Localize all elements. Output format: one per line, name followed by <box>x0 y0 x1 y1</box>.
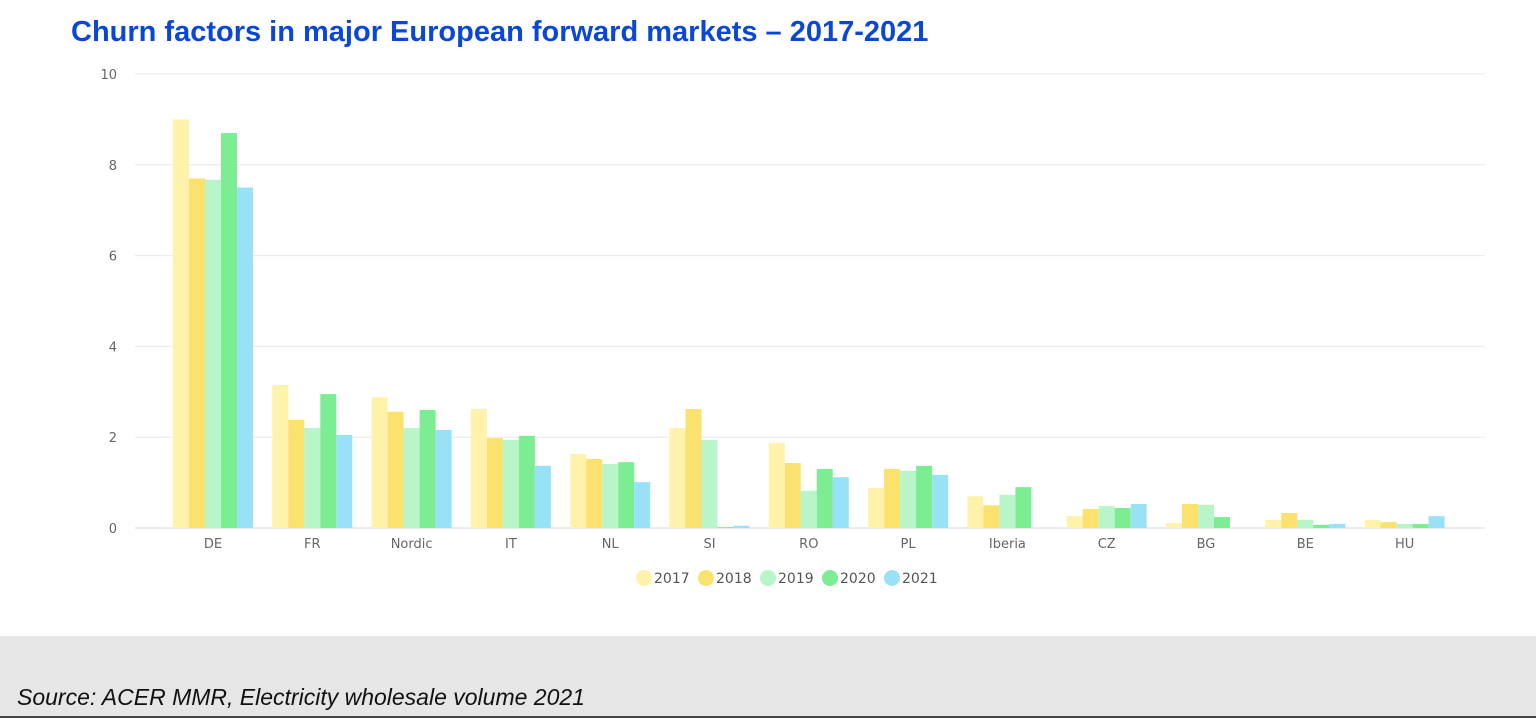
legend-marker-2020 <box>822 570 838 586</box>
bar-hu-2021 <box>1428 516 1445 528</box>
y-tick-label: 4 <box>109 340 117 355</box>
x-tick-label: PL <box>901 537 917 552</box>
bar-hu-2020 <box>1412 523 1429 528</box>
bar-it-2021 <box>534 465 551 528</box>
y-tick-label: 2 <box>109 431 117 446</box>
bar-be-2019 <box>1297 519 1314 528</box>
bar-it-2018 <box>486 438 503 528</box>
x-tick-label: RO <box>799 537 818 552</box>
bar-iberia-2017 <box>967 496 984 528</box>
y-tick-label: 8 <box>109 159 117 174</box>
bar-cz-2021 <box>1130 503 1147 528</box>
x-tick-label: SI <box>703 537 715 552</box>
bar-cz-2017 <box>1066 516 1083 528</box>
bar-be-2021 <box>1329 523 1346 528</box>
bar-fr-2018 <box>288 419 305 528</box>
legend-marker-2017 <box>636 570 652 586</box>
legend-marker-2019 <box>760 570 776 586</box>
bar-si-2019 <box>701 439 718 528</box>
y-tick-label: 0 <box>109 522 117 537</box>
bar-fr-2017 <box>272 384 289 528</box>
bar-it-2019 <box>502 439 519 528</box>
legend-label-2020: 2020 <box>840 571 876 587</box>
bar-bg-2018 <box>1182 503 1198 528</box>
bar-ro-2020 <box>816 468 833 528</box>
bar-fr-2019 <box>304 428 321 528</box>
x-tick-label: IT <box>505 537 517 552</box>
bar-de-2018 <box>189 178 205 529</box>
bar-bg-2019 <box>1198 504 1214 528</box>
bar-hu-2019 <box>1396 523 1413 528</box>
bar-cz-2018 <box>1082 508 1099 528</box>
bar-nl-2021 <box>634 482 651 528</box>
y-tick-label: 10 <box>100 68 117 83</box>
bar-it-2020 <box>518 435 535 528</box>
bar-iberia-2020 <box>1015 487 1032 528</box>
bar-be-2017 <box>1265 519 1282 528</box>
bar-nl-2020 <box>618 462 635 528</box>
bar-si-2017 <box>669 428 686 528</box>
bar-nordic-2020 <box>419 409 436 528</box>
footer-band: Source: ACER MMR, Electricity wholesale … <box>0 636 1536 718</box>
x-tick-label: Iberia <box>989 537 1026 552</box>
bar-nordic-2021 <box>435 429 452 528</box>
bar-si-2018 <box>685 409 702 528</box>
x-tick-label: HU <box>1395 537 1414 552</box>
legend-marker-2018 <box>698 570 714 586</box>
bar-bg-2017 <box>1166 523 1182 528</box>
bar-nl-2019 <box>602 463 619 528</box>
bar-nordic-2017 <box>371 397 388 528</box>
legend-marker-2021 <box>884 570 900 586</box>
bar-de-2017 <box>173 119 189 529</box>
bar-iberia-2019 <box>999 494 1016 528</box>
bar-be-2020 <box>1313 524 1330 528</box>
bar-si-2021 <box>733 525 750 528</box>
bar-fr-2020 <box>320 394 337 528</box>
bar-ro-2018 <box>784 463 801 528</box>
bar-bg-2020 <box>1214 517 1230 528</box>
legend-label-2018: 2018 <box>716 571 752 587</box>
x-tick-label: DE <box>204 537 222 552</box>
x-tick-label: Nordic <box>391 537 433 552</box>
bar-ro-2019 <box>800 490 817 528</box>
chart-title: Churn factors in major European forward … <box>71 16 929 48</box>
bar-cz-2019 <box>1098 506 1115 528</box>
y-tick-label: 6 <box>109 250 117 265</box>
bar-pl-2021 <box>932 474 949 528</box>
legend-label-2017: 2017 <box>654 571 690 587</box>
bar-ro-2017 <box>768 443 785 528</box>
x-tick-label: BE <box>1297 537 1314 552</box>
bar-nl-2018 <box>586 458 603 528</box>
bar-be-2018 <box>1281 513 1298 528</box>
bar-chart: 0 2 4 6 8 10 DE FR Nordic IT NL SI RO PL Iberia CZ BG BE H… <box>100 68 1485 587</box>
legend-label-2019: 2019 <box>778 571 814 587</box>
bar-nordic-2019 <box>403 428 420 528</box>
x-tick-label: BG <box>1197 537 1216 552</box>
bar-pl-2017 <box>868 488 885 528</box>
bar-cz-2020 <box>1114 508 1131 528</box>
bar-pl-2018 <box>884 468 901 528</box>
source-note: Source: ACER MMR, Electricity wholesale … <box>17 684 585 710</box>
bar-de-2021 <box>237 187 253 528</box>
bar-nordic-2018 <box>387 411 404 528</box>
x-tick-label: FR <box>304 537 321 552</box>
bar-nl-2017 <box>570 453 587 528</box>
bar-hu-2017 <box>1364 519 1381 528</box>
bar-de-2019 <box>205 179 221 529</box>
bar-pl-2019 <box>900 470 917 528</box>
bar-de-2020 <box>221 133 237 528</box>
bar-it-2017 <box>470 409 487 528</box>
x-tick-label: NL <box>602 537 620 552</box>
legend-label-2021: 2021 <box>902 571 938 587</box>
x-tick-label: CZ <box>1098 537 1116 552</box>
bar-si-2020 <box>717 527 734 528</box>
bar-hu-2018 <box>1380 522 1397 528</box>
bar-ro-2021 <box>832 477 849 528</box>
bar-fr-2021 <box>336 434 353 528</box>
bar-iberia-2018 <box>983 505 1000 528</box>
bar-pl-2020 <box>916 465 933 528</box>
